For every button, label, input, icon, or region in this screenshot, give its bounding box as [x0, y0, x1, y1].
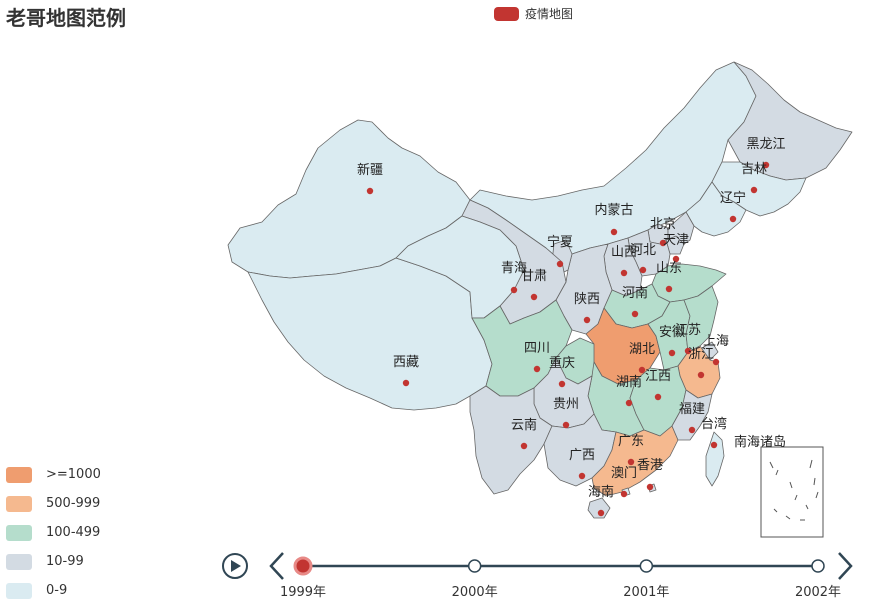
- province-marker[interactable]: [646, 483, 654, 491]
- province-marker[interactable]: [583, 316, 591, 324]
- province-marker[interactable]: [668, 349, 676, 357]
- legend-item-epidemic-map[interactable]: 疫情地图: [494, 5, 573, 22]
- province-marker[interactable]: [697, 371, 705, 379]
- timeline-point[interactable]: [293, 556, 313, 576]
- page-title: 老哥地图范例: [6, 6, 126, 30]
- visual-map-swatch: [6, 553, 32, 570]
- province-marker[interactable]: [556, 260, 564, 268]
- province-marker[interactable]: [533, 365, 541, 373]
- province-marker[interactable]: [631, 310, 639, 318]
- province-region[interactable]: [671, 389, 713, 441]
- legend-swatch: [494, 6, 519, 21]
- visual-map-label: >=1000: [46, 467, 101, 482]
- province-marker[interactable]: [578, 472, 586, 480]
- visual-map-item[interactable]: 10-99: [6, 547, 101, 576]
- province-marker[interactable]: [665, 285, 673, 293]
- province-region[interactable]: [727, 61, 853, 181]
- visual-map-item[interactable]: 0-9: [6, 576, 101, 605]
- province-region[interactable]: [685, 181, 747, 237]
- province-marker[interactable]: [750, 186, 758, 194]
- province-marker[interactable]: [672, 255, 680, 263]
- province-marker[interactable]: [402, 379, 410, 387]
- province-marker[interactable]: [620, 269, 628, 277]
- legend-label: 疫情地图: [525, 7, 574, 21]
- visual-map-label: 500-999: [46, 496, 101, 511]
- visual-map-item[interactable]: 500-999: [6, 489, 101, 518]
- province-region[interactable]: [705, 431, 725, 487]
- visual-map-item[interactable]: >=1000: [6, 460, 101, 489]
- timeline-label: 2002年: [795, 585, 841, 600]
- province-marker[interactable]: [627, 458, 635, 466]
- province-marker[interactable]: [654, 393, 662, 401]
- timeline: 1999年 2000年 2001年 2002年: [222, 552, 853, 600]
- visual-map: >=1000 500-999 100-499 10-99 0-9: [6, 460, 101, 605]
- province-marker[interactable]: [729, 215, 737, 223]
- visual-map-swatch: [6, 524, 32, 541]
- province-marker[interactable]: [597, 509, 605, 517]
- visual-map-swatch: [6, 582, 32, 599]
- timeline-label: 1999年: [280, 585, 326, 600]
- province-marker[interactable]: [366, 187, 374, 195]
- province-marker[interactable]: [659, 239, 667, 247]
- province-marker[interactable]: [712, 358, 720, 366]
- china-map: 新疆西藏内蒙古黑龙江吉林辽宁北京天津河北山西山东河南陕西宁夏甘肃青海四川重庆湖北…: [227, 61, 853, 538]
- visual-map-swatch: [6, 495, 32, 512]
- chevron-right-icon[interactable]: [838, 552, 853, 580]
- province-label: 南海诸岛: [734, 434, 786, 450]
- province-marker[interactable]: [684, 347, 692, 355]
- province-marker[interactable]: [688, 426, 696, 434]
- province-marker[interactable]: [562, 421, 570, 429]
- visual-map-label: 100-499: [46, 525, 101, 540]
- timeline-label: 2000年: [452, 585, 498, 600]
- chevron-left-icon[interactable]: [269, 552, 284, 580]
- province-marker[interactable]: [530, 293, 538, 301]
- province-marker[interactable]: [558, 380, 566, 388]
- province-marker[interactable]: [710, 441, 718, 449]
- province-marker[interactable]: [510, 286, 518, 294]
- timeline-point[interactable]: [639, 559, 654, 573]
- visual-map-label: 10-99: [46, 554, 84, 569]
- province-marker[interactable]: [638, 366, 646, 374]
- province-region[interactable]: [683, 285, 719, 353]
- province-region[interactable]: [591, 425, 679, 497]
- province-marker[interactable]: [762, 161, 770, 169]
- south-china-sea-inset: [760, 446, 824, 538]
- province-region[interactable]: [469, 385, 553, 495]
- visual-map-item[interactable]: 100-499: [6, 518, 101, 547]
- province-region[interactable]: [395, 215, 525, 319]
- province-marker[interactable]: [625, 399, 633, 407]
- timeline-point[interactable]: [811, 559, 825, 573]
- province-region[interactable]: [587, 497, 611, 519]
- play-icon[interactable]: [222, 553, 248, 579]
- visual-map-label: 0-9: [46, 583, 68, 598]
- province-marker[interactable]: [610, 228, 618, 236]
- province-marker[interactable]: [520, 442, 528, 450]
- province-marker[interactable]: [639, 266, 647, 274]
- province-marker[interactable]: [620, 490, 628, 498]
- timeline-label: 2001年: [623, 585, 669, 600]
- timeline-point[interactable]: [467, 559, 482, 573]
- visual-map-swatch: [6, 466, 32, 483]
- province-label: 台湾: [701, 416, 727, 432]
